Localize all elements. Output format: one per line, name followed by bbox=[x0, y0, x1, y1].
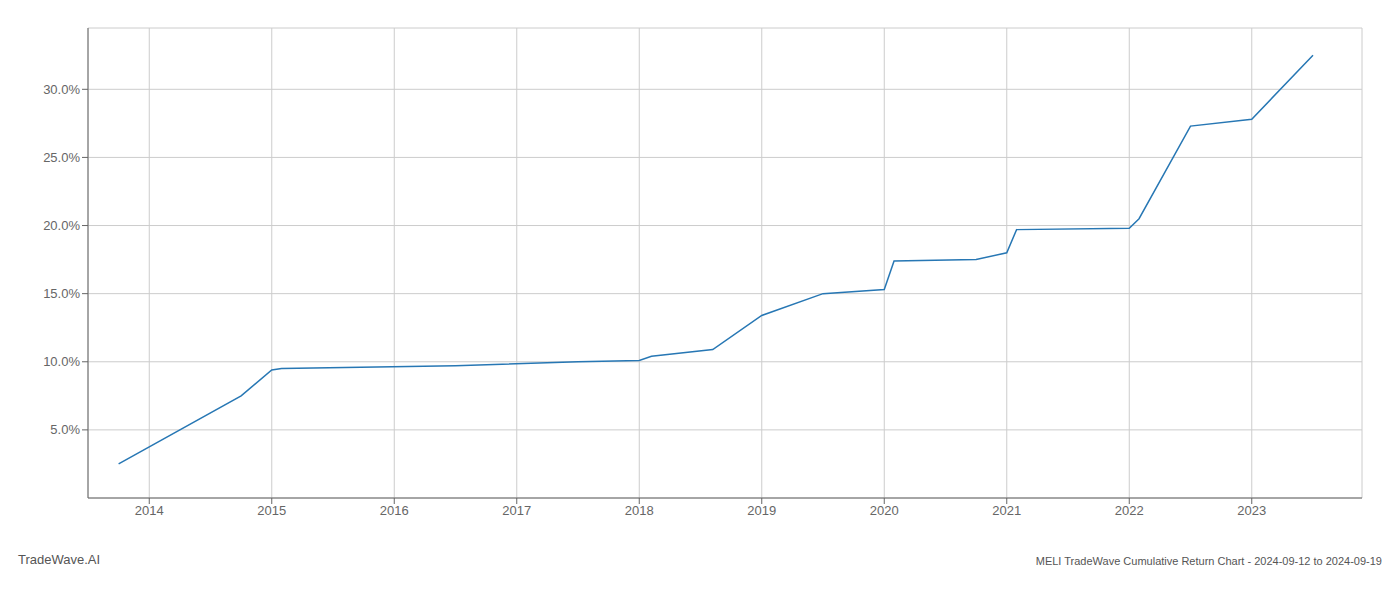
svg-text:2022: 2022 bbox=[1115, 503, 1144, 518]
svg-text:2021: 2021 bbox=[992, 503, 1021, 518]
svg-text:5.0%: 5.0% bbox=[50, 422, 80, 437]
svg-text:2016: 2016 bbox=[380, 503, 409, 518]
svg-text:15.0%: 15.0% bbox=[43, 286, 80, 301]
html-text:MELI TradeWave Cumulative Retu: MELI TradeWave Cumulative Return Chart -… bbox=[1035, 555, 1382, 567]
html-text:TradeWave.AI: TradeWave.AI bbox=[18, 552, 101, 567]
svg-text:2014: 2014 bbox=[135, 503, 164, 518]
svg-text:25.0%: 25.0% bbox=[43, 150, 80, 165]
svg-text:2018: 2018 bbox=[625, 503, 654, 518]
svg-text:2017: 2017 bbox=[502, 503, 531, 518]
svg-text:2019: 2019 bbox=[747, 503, 776, 518]
svg-text:20.0%: 20.0% bbox=[43, 218, 80, 233]
svg-text:2023: 2023 bbox=[1237, 503, 1266, 518]
svg-text:30.0%: 30.0% bbox=[43, 82, 80, 97]
svg-text:2020: 2020 bbox=[870, 503, 899, 518]
svg-text:10.0%: 10.0% bbox=[43, 354, 80, 369]
svg-text:2015: 2015 bbox=[257, 503, 286, 518]
